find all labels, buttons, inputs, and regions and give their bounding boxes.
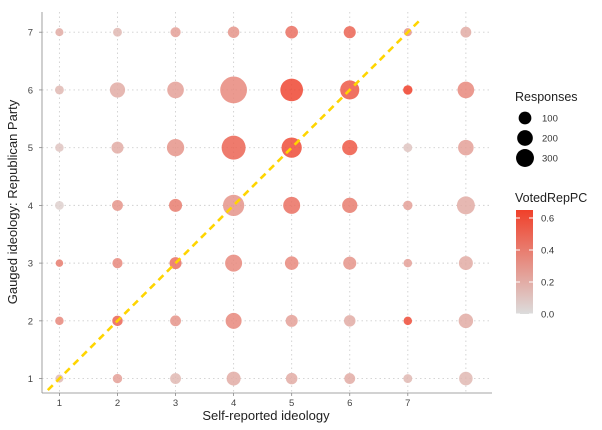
data-point — [113, 27, 122, 37]
data-point — [112, 199, 123, 211]
data-point — [111, 141, 124, 154]
data-point — [280, 78, 304, 102]
y-tick-label: 1 — [28, 374, 33, 385]
data-point — [283, 196, 301, 214]
data-point — [112, 258, 123, 269]
data-point — [225, 312, 242, 329]
size-legend-label: 200 — [542, 134, 558, 145]
data-point — [343, 256, 357, 270]
data-point — [225, 254, 243, 272]
data-point — [403, 316, 413, 326]
colorbar — [516, 210, 533, 314]
x-tick-label: 5 — [289, 398, 294, 409]
data-point — [460, 26, 472, 38]
data-point — [227, 26, 240, 38]
data-point — [344, 315, 356, 327]
x-tick-label: 4 — [231, 398, 236, 409]
data-point — [170, 27, 181, 38]
x-tick-label: 3 — [173, 398, 178, 409]
data-point — [458, 139, 474, 156]
points — [54, 25, 475, 386]
data-point — [403, 143, 413, 153]
data-point — [284, 256, 299, 270]
y-tick-label: 3 — [28, 259, 33, 270]
color-legend-label: 0.0 — [541, 310, 554, 321]
data-point — [342, 197, 358, 213]
x-tick-label: 6 — [347, 398, 352, 409]
reference-diagonal-line — [46, 19, 421, 392]
data-point — [221, 135, 246, 160]
data-point — [458, 313, 474, 329]
data-point — [220, 76, 248, 104]
data-point — [403, 374, 413, 384]
data-point — [403, 258, 413, 268]
data-point — [457, 81, 475, 99]
y-tick-label: 2 — [28, 316, 33, 327]
data-point — [166, 138, 185, 157]
data-point — [403, 200, 413, 211]
data-point — [222, 194, 245, 217]
x-tick-label: 2 — [115, 398, 120, 409]
data-point — [167, 81, 184, 99]
data-point — [285, 314, 298, 327]
data-point — [55, 143, 64, 152]
data-point — [54, 200, 64, 210]
data-point — [344, 373, 356, 385]
y-tick-label: 5 — [28, 143, 33, 154]
data-point — [55, 316, 64, 326]
y-tick-label: 6 — [28, 85, 33, 96]
size-legend-label: 100 — [542, 114, 558, 125]
x-tick-label: 7 — [405, 398, 410, 409]
size-legend-key — [517, 130, 533, 146]
data-point — [226, 371, 241, 386]
y-tick-label: 4 — [28, 201, 33, 212]
grid — [42, 12, 492, 393]
data-point — [54, 85, 64, 95]
data-point — [342, 140, 358, 156]
size-legend-key — [518, 111, 532, 125]
color-legend-label: 0.4 — [541, 246, 554, 257]
size-legend: Responses 100 200 300 — [515, 90, 578, 167]
color-legend: VotedRepPC 0.0 0.2 0.4 0.6 — [515, 191, 587, 321]
data-point — [459, 371, 473, 386]
data-point — [285, 372, 298, 385]
data-point — [456, 196, 475, 215]
data-point — [285, 25, 298, 39]
data-point — [109, 82, 126, 98]
tick-labels: 1 2 3 4 5 6 7 1 2 3 4 5 6 7 — [28, 28, 411, 409]
color-legend-title: VotedRepPC — [515, 191, 587, 205]
y-tick-label: 7 — [28, 28, 33, 39]
data-point — [458, 256, 473, 271]
y-axis-title: Gauged ideology: Republican Party — [5, 99, 20, 304]
data-point — [170, 315, 181, 327]
size-legend-key — [516, 149, 534, 167]
color-legend-label: 0.2 — [541, 278, 554, 289]
size-legend-title: Responses — [515, 90, 578, 104]
color-legend-label: 0.6 — [541, 214, 554, 225]
data-point — [169, 198, 183, 212]
x-axis-title: Self-reported ideology — [202, 408, 330, 423]
data-point — [112, 373, 123, 384]
data-point — [343, 26, 356, 39]
data-point — [403, 85, 413, 95]
data-point — [55, 28, 64, 37]
data-point — [170, 373, 181, 385]
size-legend-label: 300 — [542, 154, 558, 165]
x-tick-label: 1 — [57, 398, 62, 409]
data-point — [55, 259, 64, 267]
